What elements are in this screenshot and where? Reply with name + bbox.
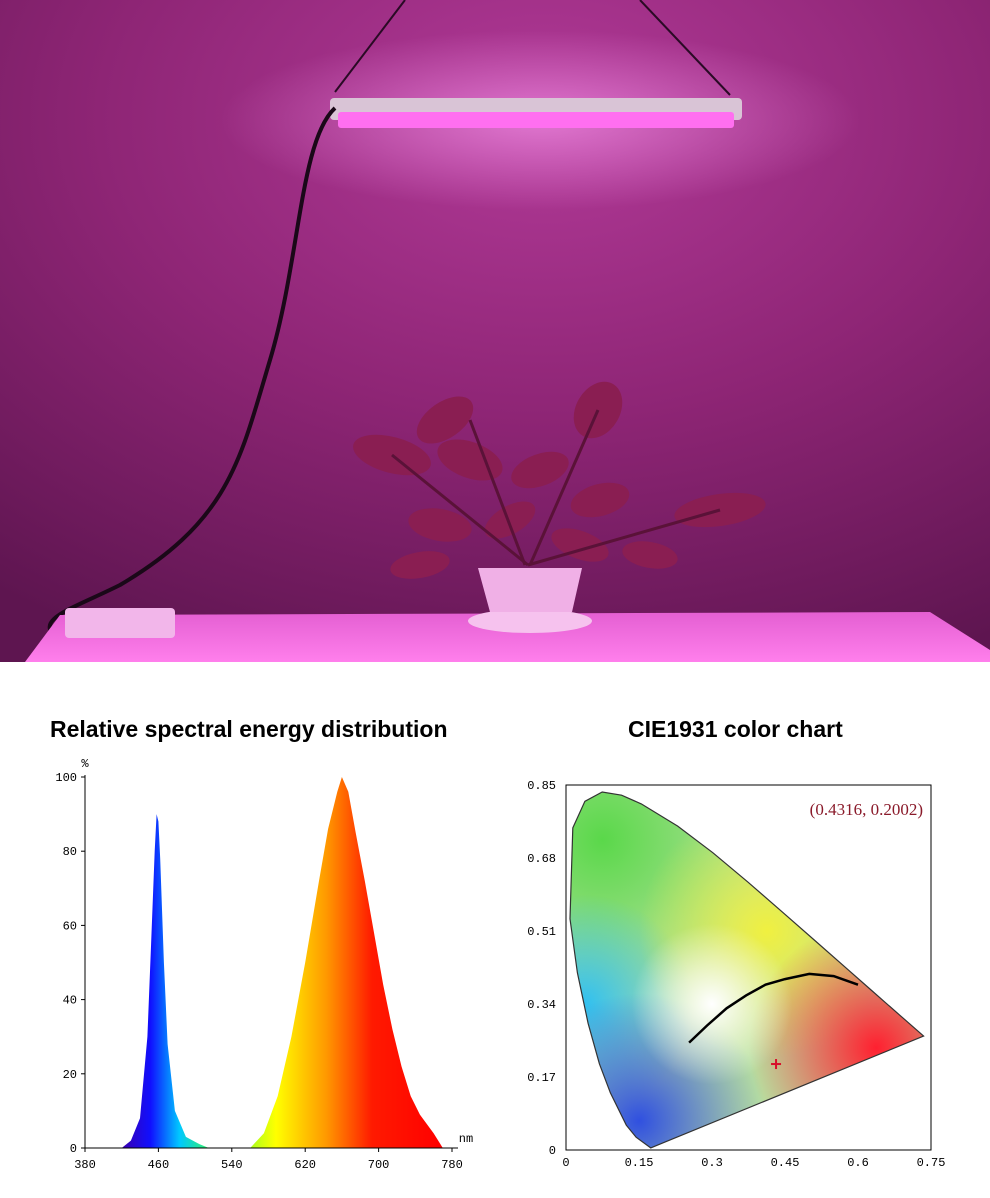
spectrum-x-unit-label: nm: [459, 1132, 473, 1146]
cie-point-coordinate-label: (0.4316, 0.2002): [810, 800, 923, 819]
cie-y-tick-label: 0.51: [527, 925, 556, 939]
cie-planckian-locus: [688, 972, 859, 1044]
plant-pot: [478, 568, 582, 612]
cie-x-tick-label: 0.15: [625, 1156, 654, 1170]
spectrum-y-tick-label: 80: [63, 845, 77, 859]
hanging-wire-right: [639, 0, 731, 96]
cie-chart-title: CIE1931 color chart: [628, 716, 843, 742]
cie-y-tick-label: 0.17: [527, 1071, 556, 1085]
spectrum-x-tick-label: 620: [294, 1158, 316, 1172]
spectrum-x-tick-label: 380: [74, 1158, 96, 1172]
cie-x-tick-label: 0: [562, 1156, 569, 1170]
cie-y-tick-label: 0: [549, 1144, 556, 1158]
spectrum-area: [121, 777, 443, 1148]
grow-light-photo: [0, 0, 990, 662]
spectrum-x-tick-label: 460: [148, 1158, 170, 1172]
cie-x-tick-label: 0.75: [917, 1156, 946, 1170]
cie-chart: (0.4316, 0.2002) 0 0.15 0.3 0.45 0.6 0.75 0 0.17…: [527, 779, 946, 1170]
plant-leaves: [353, 381, 766, 579]
plant-stems: [391, 409, 721, 567]
spectrum-chart: 0 20 40 60 80 100 380 460 540 620 700 780% nm: [55, 757, 473, 1172]
spectrum-y-tick-label: 100: [55, 771, 77, 785]
power-cable: [47, 106, 337, 642]
spectrum-y-tick-label: 0: [70, 1142, 77, 1156]
power-adapter: [65, 608, 175, 638]
cie-x-tick-label: 0.45: [771, 1156, 800, 1170]
cie-y-tick-label: 0.34: [527, 998, 556, 1012]
hanging-wire-left: [334, 0, 406, 93]
spectrum-x-tick-label: 780: [441, 1158, 463, 1172]
spectrum-y-tick-label: 20: [63, 1068, 77, 1082]
grow-light-led-strip: [338, 112, 734, 128]
spectrum-y-tick-label: 40: [63, 994, 77, 1008]
cie-y-tick-label: 0.68: [527, 852, 556, 866]
cie-x-tick-label: 0.6: [847, 1156, 869, 1170]
cie-gamut-boundary: [569, 791, 925, 1149]
spectrum-y-tick-label: 60: [63, 919, 77, 933]
spectrum-y-unit-label: %: [81, 757, 89, 771]
cie-x-tick-label: 0.3: [701, 1156, 723, 1170]
spectrum-x-tick-label: 700: [368, 1158, 390, 1172]
spectrum-chart-title: Relative spectral energy distribution: [50, 716, 448, 742]
spectrum-x-tick-label: 540: [221, 1158, 243, 1172]
table-surface: [25, 612, 990, 662]
cie-y-tick-label: 0.85: [527, 779, 556, 793]
plant-saucer: [468, 609, 592, 633]
